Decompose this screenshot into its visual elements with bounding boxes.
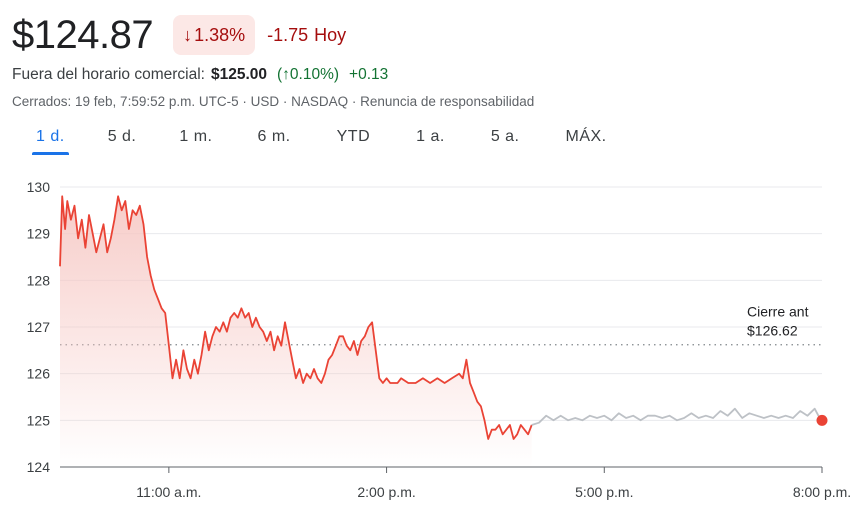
y-tick-label: 127 (27, 319, 51, 335)
change-percent: 1.38% (194, 24, 246, 45)
down-arrow-icon: ↓ (183, 24, 193, 45)
after-hours-absolute: +0.13 (349, 66, 389, 83)
x-tick-label: 5:00 p.m. (575, 484, 633, 500)
after-hours-row: Fuera del horario comercial: $125.00 (↑0… (12, 66, 388, 84)
change-absolute: -1.75 Hoy (267, 25, 346, 46)
y-tick-label: 128 (27, 272, 51, 288)
change-absolute-value: -1.75 (267, 24, 309, 45)
y-tick-label: 130 (27, 179, 51, 195)
after-hours-percent: (↑0.10%) (277, 66, 340, 83)
regular-session-line (59, 195, 533, 440)
y-tick-label: 126 (27, 366, 51, 382)
last-price-dot (816, 414, 828, 426)
market-meta: Cerrados: 19 feb, 7:59:52 p.m. UTC-5 · U… (12, 94, 535, 109)
after-hours-line (531, 407, 823, 426)
tab-1d[interactable]: 1 d. (32, 125, 69, 155)
price-header: $124.87 ↓ 1.38% -1.75 Hoy (12, 10, 346, 60)
tab-5a[interactable]: 5 a. (490, 128, 520, 145)
tab-max[interactable]: MÁX. (565, 128, 607, 145)
tab-6m[interactable]: 6 m. (257, 128, 291, 145)
change-percent-badge: ↓ 1.38% (173, 15, 256, 55)
after-hours-label: Fuera del horario comercial: (12, 66, 205, 83)
tab-5d[interactable]: 5 d. (107, 128, 137, 145)
x-tick-label: 11:00 a.m. (136, 484, 201, 500)
y-tick-label: 125 (27, 412, 51, 428)
range-tabs: 1 d. 5 d. 1 m. 6 m. YTD 1 a. 5 a. MÁX. (12, 125, 611, 155)
y-tick-label: 124 (27, 459, 51, 475)
regular-session-area (60, 196, 532, 468)
y-tick-label: 129 (27, 226, 51, 242)
prev-close-value: $126.62 (747, 323, 798, 339)
x-tick-label: 2:00 p.m. (357, 484, 415, 500)
tab-ytd[interactable]: YTD (336, 128, 371, 145)
change-period: Hoy (314, 24, 347, 45)
current-price: $124.87 (12, 13, 154, 57)
x-tick-label: 8:00 p.m. (793, 484, 851, 500)
after-hours-price: $125.00 (210, 66, 268, 83)
prev-close-label: Cierre ant (747, 304, 809, 320)
tab-1m[interactable]: 1 m. (179, 128, 213, 145)
tab-1a[interactable]: 1 a. (416, 128, 445, 145)
